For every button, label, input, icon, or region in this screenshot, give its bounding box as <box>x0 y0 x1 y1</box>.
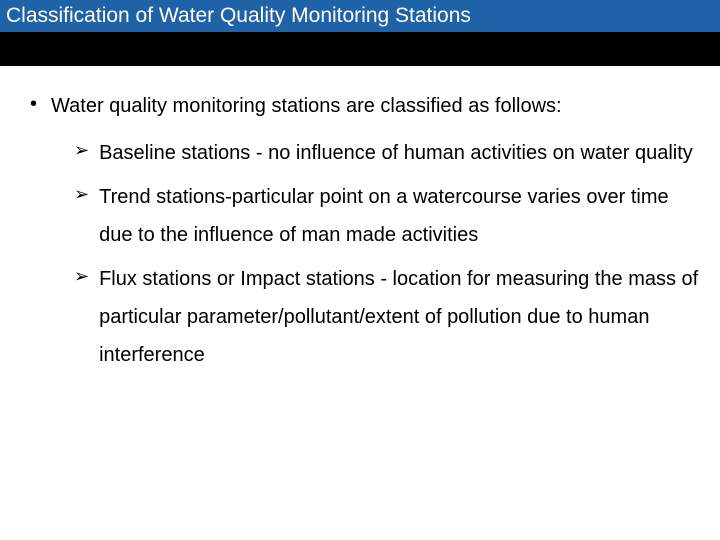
main-bullet-row: • Water quality monitoring stations are … <box>30 90 700 122</box>
sub-bullet-row: ➢ Trend stations-particular point on a w… <box>74 178 700 254</box>
arrow-icon: ➢ <box>74 260 89 292</box>
arrow-icon: ➢ <box>74 178 89 210</box>
sub-bullet-list: ➢ Baseline stations - no influence of hu… <box>74 134 700 374</box>
slide-content: • Water quality monitoring stations are … <box>0 66 720 400</box>
sub-bullet-text: Flux stations or Impact stations - locat… <box>99 260 700 374</box>
main-bullet-text: Water quality monitoring stations are cl… <box>51 90 562 122</box>
sub-bullet-text: Trend stations-particular point on a wat… <box>99 178 700 254</box>
sub-bullet-row: ➢ Baseline stations - no influence of hu… <box>74 134 700 172</box>
arrow-icon: ➢ <box>74 134 89 166</box>
sub-bullet-row: ➢ Flux stations or Impact stations - loc… <box>74 260 700 374</box>
sub-bullet-text: Baseline stations - no influence of huma… <box>99 134 693 172</box>
bullet-marker: • <box>30 90 37 118</box>
black-divider-band <box>0 32 720 66</box>
slide-title-bar: Classification of Water Quality Monitori… <box>0 0 720 32</box>
